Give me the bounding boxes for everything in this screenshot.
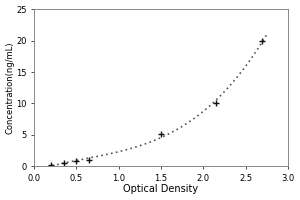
X-axis label: Optical Density: Optical Density — [123, 184, 199, 194]
Y-axis label: Concentration(ng/mL): Concentration(ng/mL) — [6, 41, 15, 134]
